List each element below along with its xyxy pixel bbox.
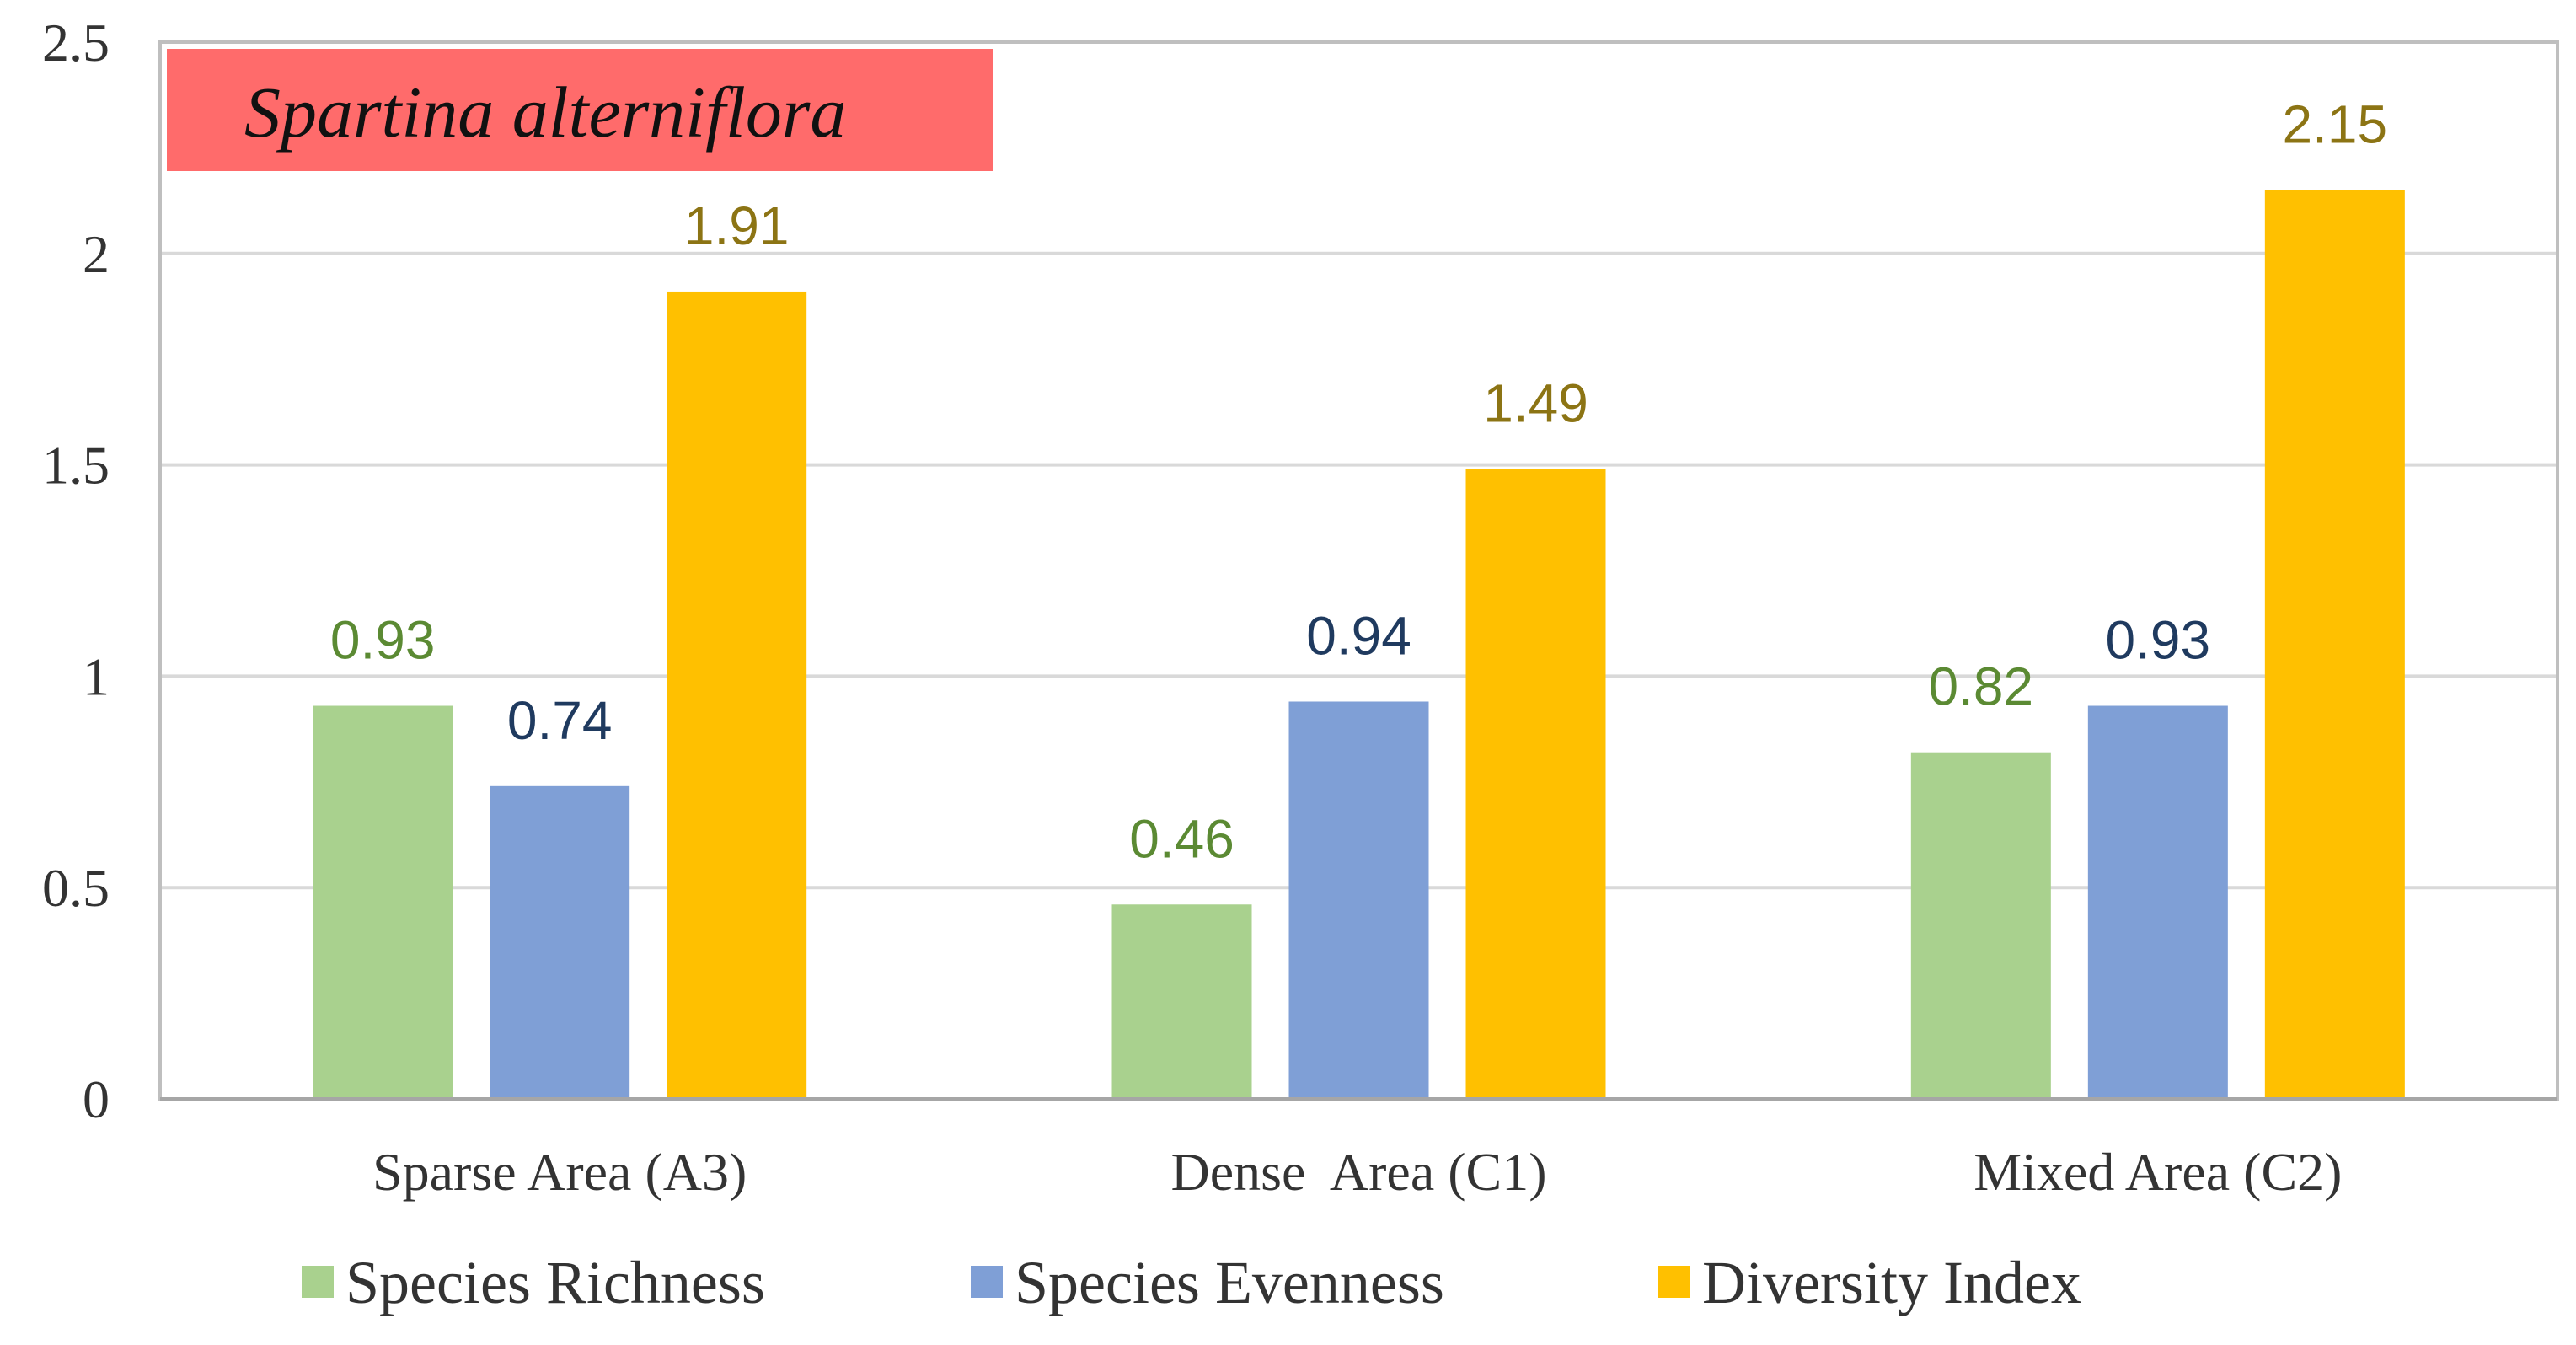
- x-category-label: Sparse Area (A3): [372, 1142, 747, 1202]
- data-label: 0.93: [2106, 610, 2211, 671]
- x-axis-categories: Sparse Area (A3) Dense Area (C1) Mixed Are…: [372, 1142, 2342, 1202]
- bar-species-richness: [1111, 904, 1252, 1099]
- chart-title-box: Spartina alterniflora: [167, 49, 993, 171]
- data-label: 0.82: [1929, 656, 2034, 717]
- bar-species-richness: [1910, 752, 2051, 1099]
- bar-species-evenness: [2087, 705, 2228, 1099]
- data-label: 0.46: [1129, 808, 1234, 869]
- data-label: 1.91: [684, 196, 790, 256]
- legend-swatch: [1658, 1266, 1690, 1298]
- chart-title: Spartina alterniflora: [244, 72, 846, 153]
- y-tick-label: 2.5: [42, 13, 110, 72]
- y-tick-label: 1.5: [42, 436, 110, 496]
- legend-label: Species Richness: [345, 1249, 765, 1316]
- legend-label: Diversity Index: [1702, 1249, 2081, 1316]
- legend: Species Richness Species Evenness Diversit…: [302, 1249, 2081, 1316]
- legend-label: Species Evenness: [1015, 1249, 1444, 1316]
- data-labels: 0.93 0.74 1.91 0.46 0.94 1.49 0.82 0.93 2.15: [330, 94, 2387, 870]
- y-tick-label: 0.5: [42, 858, 110, 918]
- bar-species-evenness: [490, 785, 630, 1099]
- data-label: 0.74: [507, 690, 613, 751]
- legend-swatch: [971, 1266, 1003, 1298]
- bar-diversity-index: [667, 291, 807, 1100]
- data-label: 2.15: [2283, 94, 2388, 155]
- bars: [313, 190, 2405, 1100]
- bar-diversity-index: [2264, 190, 2405, 1099]
- data-label: 1.49: [1483, 373, 1588, 434]
- data-label: 0.93: [330, 610, 436, 671]
- x-category-label: Mixed Area (C2): [1974, 1142, 2342, 1202]
- title-background: [167, 49, 993, 171]
- bar-species-richness: [313, 705, 453, 1099]
- bar-diversity-index: [1465, 469, 1606, 1099]
- y-tick-label: 0: [83, 1069, 110, 1129]
- bar-species-evenness: [1288, 701, 1429, 1099]
- data-label: 0.94: [1306, 605, 1411, 666]
- y-tick-label: 1: [83, 646, 110, 706]
- y-tick-label: 2: [83, 224, 110, 284]
- x-category-label: Dense Area (C1): [1170, 1142, 1546, 1202]
- y-axis-ticks: 0 0.5 1 1.5 2 2.5: [42, 13, 110, 1129]
- legend-swatch: [302, 1266, 334, 1298]
